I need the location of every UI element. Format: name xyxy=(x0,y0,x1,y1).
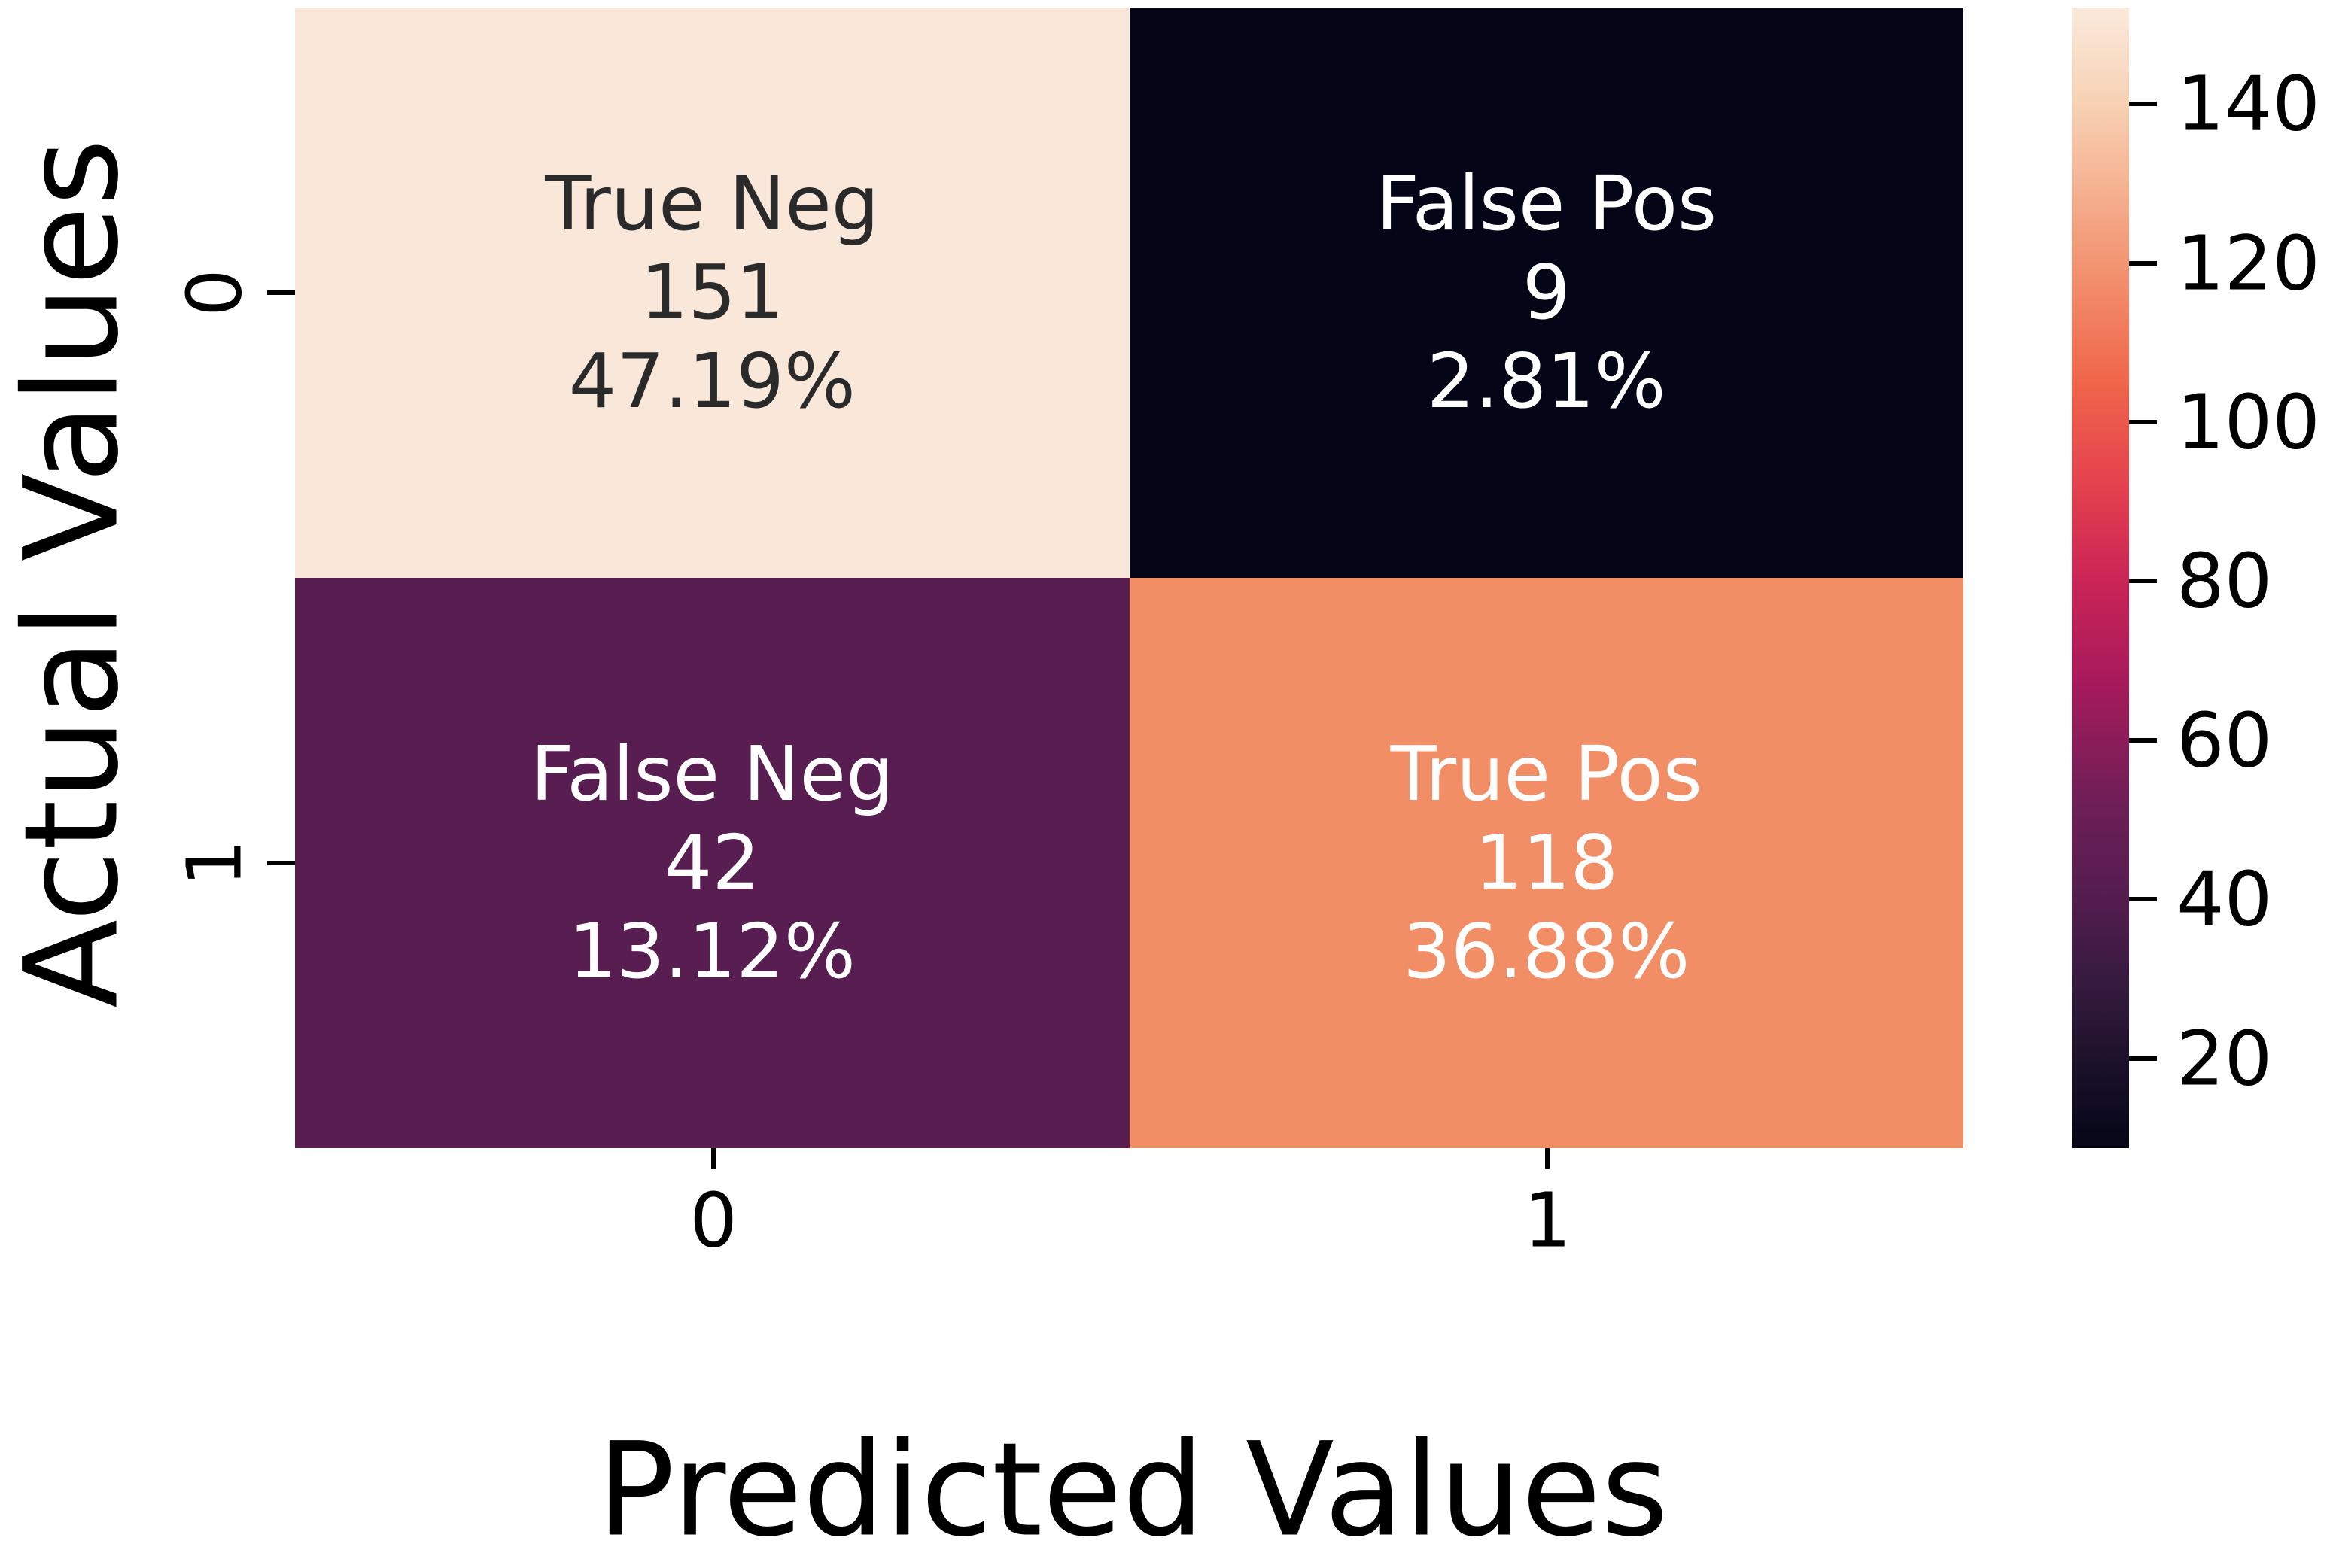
colorbar-tick-label-20: 20 xyxy=(2176,1014,2273,1103)
x-tick-mark-0 xyxy=(711,1148,716,1169)
cell-percent: 47.19% xyxy=(568,337,856,425)
colorbar-tick-label-80: 80 xyxy=(2176,536,2273,625)
x-tick-label-1: 1 xyxy=(1523,1176,1571,1265)
cell-percent: 36.88% xyxy=(1403,907,1690,995)
colorbar-tick-label-60: 60 xyxy=(2176,696,2273,785)
x-axis-label: Predicted Values xyxy=(596,1414,1669,1566)
colorbar-tick-mark-40 xyxy=(2129,897,2157,901)
cell-percent: 13.12% xyxy=(568,907,856,995)
y-tick-mark-0 xyxy=(267,290,295,295)
heatmap-cell-false-neg: False Neg 42 13.12% xyxy=(295,578,1130,1148)
x-tick-label-0: 0 xyxy=(689,1176,738,1265)
y-tick-label-0: 0 xyxy=(170,269,259,317)
colorbar-tick-label-100: 100 xyxy=(2176,378,2320,466)
y-axis-label: Actual Values xyxy=(0,138,148,1008)
colorbar-tick-mark-120 xyxy=(2129,261,2157,266)
cell-label: False Neg xyxy=(530,730,894,818)
colorbar-gradient xyxy=(2072,8,2129,1148)
heatmap-cell-false-pos: False Pos 9 2.81% xyxy=(1129,8,1963,578)
heatmap-grid: True Neg 151 47.19% False Pos 9 2.81% Fa… xyxy=(295,8,1963,1148)
heatmap-cell-true-neg: True Neg 151 47.19% xyxy=(295,8,1130,578)
colorbar-tick-label-140: 140 xyxy=(2176,59,2320,148)
colorbar-tick-mark-80 xyxy=(2129,579,2157,583)
cell-count: 118 xyxy=(1474,819,1619,907)
colorbar-tick-mark-140 xyxy=(2129,102,2157,106)
cell-annotation: True Pos 118 36.88% xyxy=(1391,730,1702,996)
cell-count: 42 xyxy=(664,819,760,907)
y-tick-mark-1 xyxy=(267,861,295,865)
cell-annotation: False Pos 9 2.81% xyxy=(1376,160,1717,426)
y-tick-label-1: 1 xyxy=(170,839,259,887)
cell-annotation: False Neg 42 13.12% xyxy=(531,730,894,996)
cell-percent: 2.81% xyxy=(1426,337,1666,425)
cell-count: 9 xyxy=(1522,248,1571,336)
x-tick-mark-1 xyxy=(1545,1148,1550,1169)
colorbar-tick-label-40: 40 xyxy=(2176,855,2273,944)
cell-label: True Pos xyxy=(1390,730,1702,818)
cell-label: False Pos xyxy=(1376,160,1717,248)
colorbar-tick-mark-100 xyxy=(2129,420,2157,424)
colorbar-tick-mark-20 xyxy=(2129,1056,2157,1061)
colorbar-tick-mark-60 xyxy=(2129,738,2157,743)
heatmap-cell-true-pos: True Pos 118 36.88% xyxy=(1129,578,1963,1148)
colorbar-tick-label-120: 120 xyxy=(2176,219,2320,308)
cell-annotation: True Neg 151 47.19% xyxy=(545,160,879,426)
cell-count: 151 xyxy=(640,248,784,336)
cell-label: True Neg xyxy=(545,160,880,248)
